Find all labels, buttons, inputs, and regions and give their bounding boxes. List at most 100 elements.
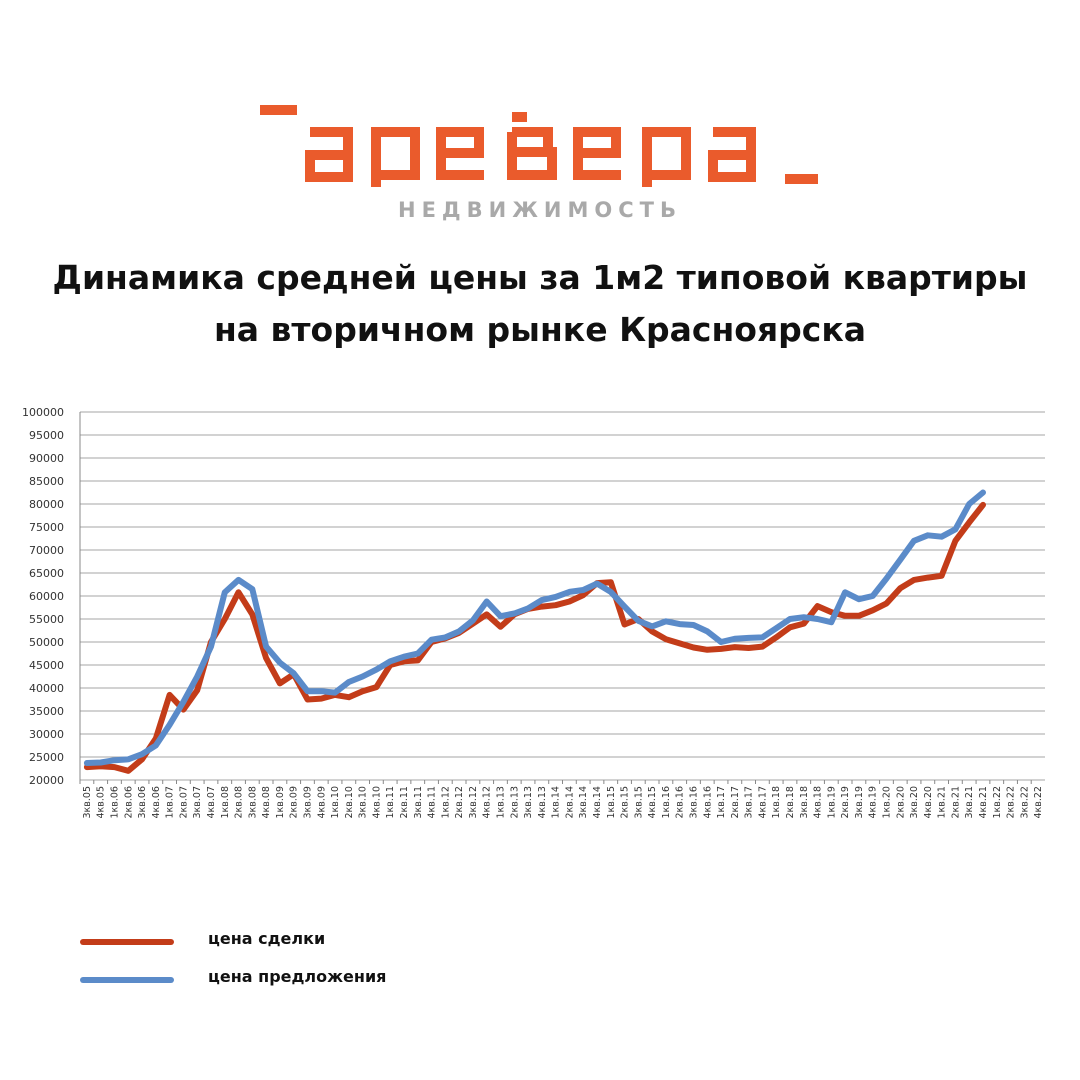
x-tick-label: 2кв.11 (399, 786, 410, 819)
x-tick-label: 3кв.06 (137, 786, 148, 819)
legend-swatch-offer (80, 977, 174, 983)
x-tick-label: 2кв.22 (1006, 786, 1017, 819)
x-tick-label: 2кв.21 (950, 786, 961, 819)
x-tick-label: 4кв.17 (757, 786, 768, 819)
x-tick-label: 3кв.19 (854, 786, 865, 819)
x-tick-label: 3кв.08 (247, 786, 258, 819)
legend-label-deal: цена сделки (208, 929, 326, 948)
x-tick-label: 2кв.08 (234, 786, 245, 819)
x-tick-label: 1кв.16 (661, 786, 672, 819)
x-tick-label: 3кв.10 (358, 786, 369, 819)
x-tick-label: 1кв.11 (385, 786, 396, 819)
y-tick-label: 60000 (29, 590, 64, 603)
x-tick-label: 1кв.19 (826, 786, 837, 819)
x-tick-label: 1кв.21 (937, 786, 948, 819)
x-tick-label: 2кв.09 (289, 786, 300, 819)
brand-header: НЕДВИЖИМОСТЬ (0, 95, 1080, 225)
y-tick-label: 65000 (29, 567, 64, 580)
x-tick-label: 4кв.13 (537, 786, 548, 819)
x-tick-label: 4кв.11 (427, 786, 438, 819)
x-tick-label: 3кв.20 (909, 786, 920, 819)
y-tick-label: 20000 (29, 774, 64, 787)
y-tick-label: 70000 (29, 544, 64, 557)
price-chart: 20000 25000 30000 35000 40000 45000 50000 55000… (22, 406, 1045, 819)
x-tick-label: 3кв.05 (82, 786, 93, 819)
x-tick-label: 2кв.13 (509, 786, 520, 819)
x-tick-label: 1кв.22 (992, 786, 1003, 819)
series-line-offer (83, 489, 986, 766)
x-tick-label: 2кв.12 (454, 786, 465, 819)
x-tick-label: 1кв.09 (275, 786, 286, 819)
y-tick-label: 30000 (29, 728, 64, 741)
x-tick-label: 3кв.11 (413, 786, 424, 819)
x-tick-label: 2кв.10 (344, 786, 355, 819)
x-tick-label: 2кв.20 (895, 786, 906, 819)
legend: цена сделки цена предложения (80, 925, 580, 1001)
x-tick-label: 1кв.08 (220, 786, 231, 819)
x-tick-label: 2кв.15 (620, 786, 631, 819)
x-tick-label: 4кв.10 (371, 786, 382, 819)
x-tick-label: 3кв.15 (633, 786, 644, 819)
y-tick-label: 100000 (22, 406, 64, 419)
x-tick-label: 1кв.15 (606, 786, 617, 819)
x-tick-label: 4кв.08 (261, 786, 272, 819)
y-tick-label: 25000 (29, 751, 64, 764)
x-tick-label: 4кв.21 (978, 786, 989, 819)
x-tick-label: 1кв.10 (330, 786, 341, 819)
x-tick-label: 4кв.05 (96, 786, 107, 819)
x-tick-label: 1кв.20 (881, 786, 892, 819)
x-tick-label: 4кв.07 (206, 786, 217, 819)
x-tick-label: 4кв.09 (316, 786, 327, 819)
x-tick-label: 3кв.07 (192, 786, 203, 819)
x-tick-label: 3кв.16 (688, 786, 699, 819)
y-tick-label: 55000 (29, 613, 64, 626)
y-tick-label: 75000 (29, 521, 64, 534)
chart-title: Динамика средней цены за 1м2 типовой ква… (0, 252, 1080, 356)
x-tick-label: 3кв.12 (468, 786, 479, 819)
x-tick-label: 4кв.22 (1033, 786, 1044, 819)
y-tick-label: 45000 (29, 659, 64, 672)
y-tick-label: 50000 (29, 636, 64, 649)
x-tick-label: 4кв.15 (647, 786, 658, 819)
y-tick-label: 80000 (29, 498, 64, 511)
x-tick-label: 1кв.07 (165, 786, 176, 819)
x-tick-label: 2кв.16 (675, 786, 686, 819)
x-tick-label: 4кв.14 (592, 786, 603, 819)
x-tick-label: 1кв.13 (495, 786, 506, 819)
y-tick-label: 85000 (29, 475, 64, 488)
y-tick-label: 90000 (29, 452, 64, 465)
x-tick-label: 3кв.18 (799, 786, 810, 819)
x-tick-label: 4кв.18 (813, 786, 824, 819)
x-tick-label: 2кв.14 (564, 786, 575, 819)
x-tick-label: 1кв.12 (440, 786, 451, 819)
x-tick-label: 4кв.20 (923, 786, 934, 819)
x-tick-label: 3кв.13 (523, 786, 534, 819)
x-tick-label: 4кв.16 (702, 786, 713, 819)
x-tick-label: 1кв.06 (109, 786, 120, 819)
x-tick-label: 3кв.17 (744, 786, 755, 819)
x-tick-label: 2кв.17 (730, 786, 741, 819)
x-tick-label: 4кв.12 (482, 786, 493, 819)
x-tick-label: 1кв.18 (771, 786, 782, 819)
y-tick-label: 95000 (29, 429, 64, 442)
legend-swatch-deal (80, 939, 174, 945)
title-line-1: Динамика средней цены за 1м2 типовой ква… (52, 258, 1028, 297)
x-tick-label: 1кв.14 (551, 786, 562, 819)
y-tick-label: 35000 (29, 705, 64, 718)
y-tick-label: 40000 (29, 682, 64, 695)
title-line-2: на вторичном рынке Красноярска (213, 310, 867, 349)
x-tick-label: 1кв.17 (716, 786, 727, 819)
series-line-deal (83, 501, 986, 774)
x-tick-label: 2кв.18 (785, 786, 796, 819)
x-tick-label: 3кв.09 (302, 786, 313, 819)
x-tick-label: 3кв.21 (964, 786, 975, 819)
brand-logo (260, 105, 818, 187)
x-tick-label: 4кв.19 (868, 786, 879, 819)
brand-subtitle: НЕДВИЖИМОСТЬ (398, 198, 682, 222)
x-tick-label: 3кв.14 (578, 786, 589, 819)
x-tick-label: 2кв.06 (123, 786, 134, 819)
x-tick-label: 4кв.06 (151, 786, 162, 819)
x-tick-label: 2кв.19 (840, 786, 851, 819)
x-tick-label: 2кв.07 (178, 786, 189, 819)
legend-item-offer: цена предложения (80, 963, 580, 1001)
